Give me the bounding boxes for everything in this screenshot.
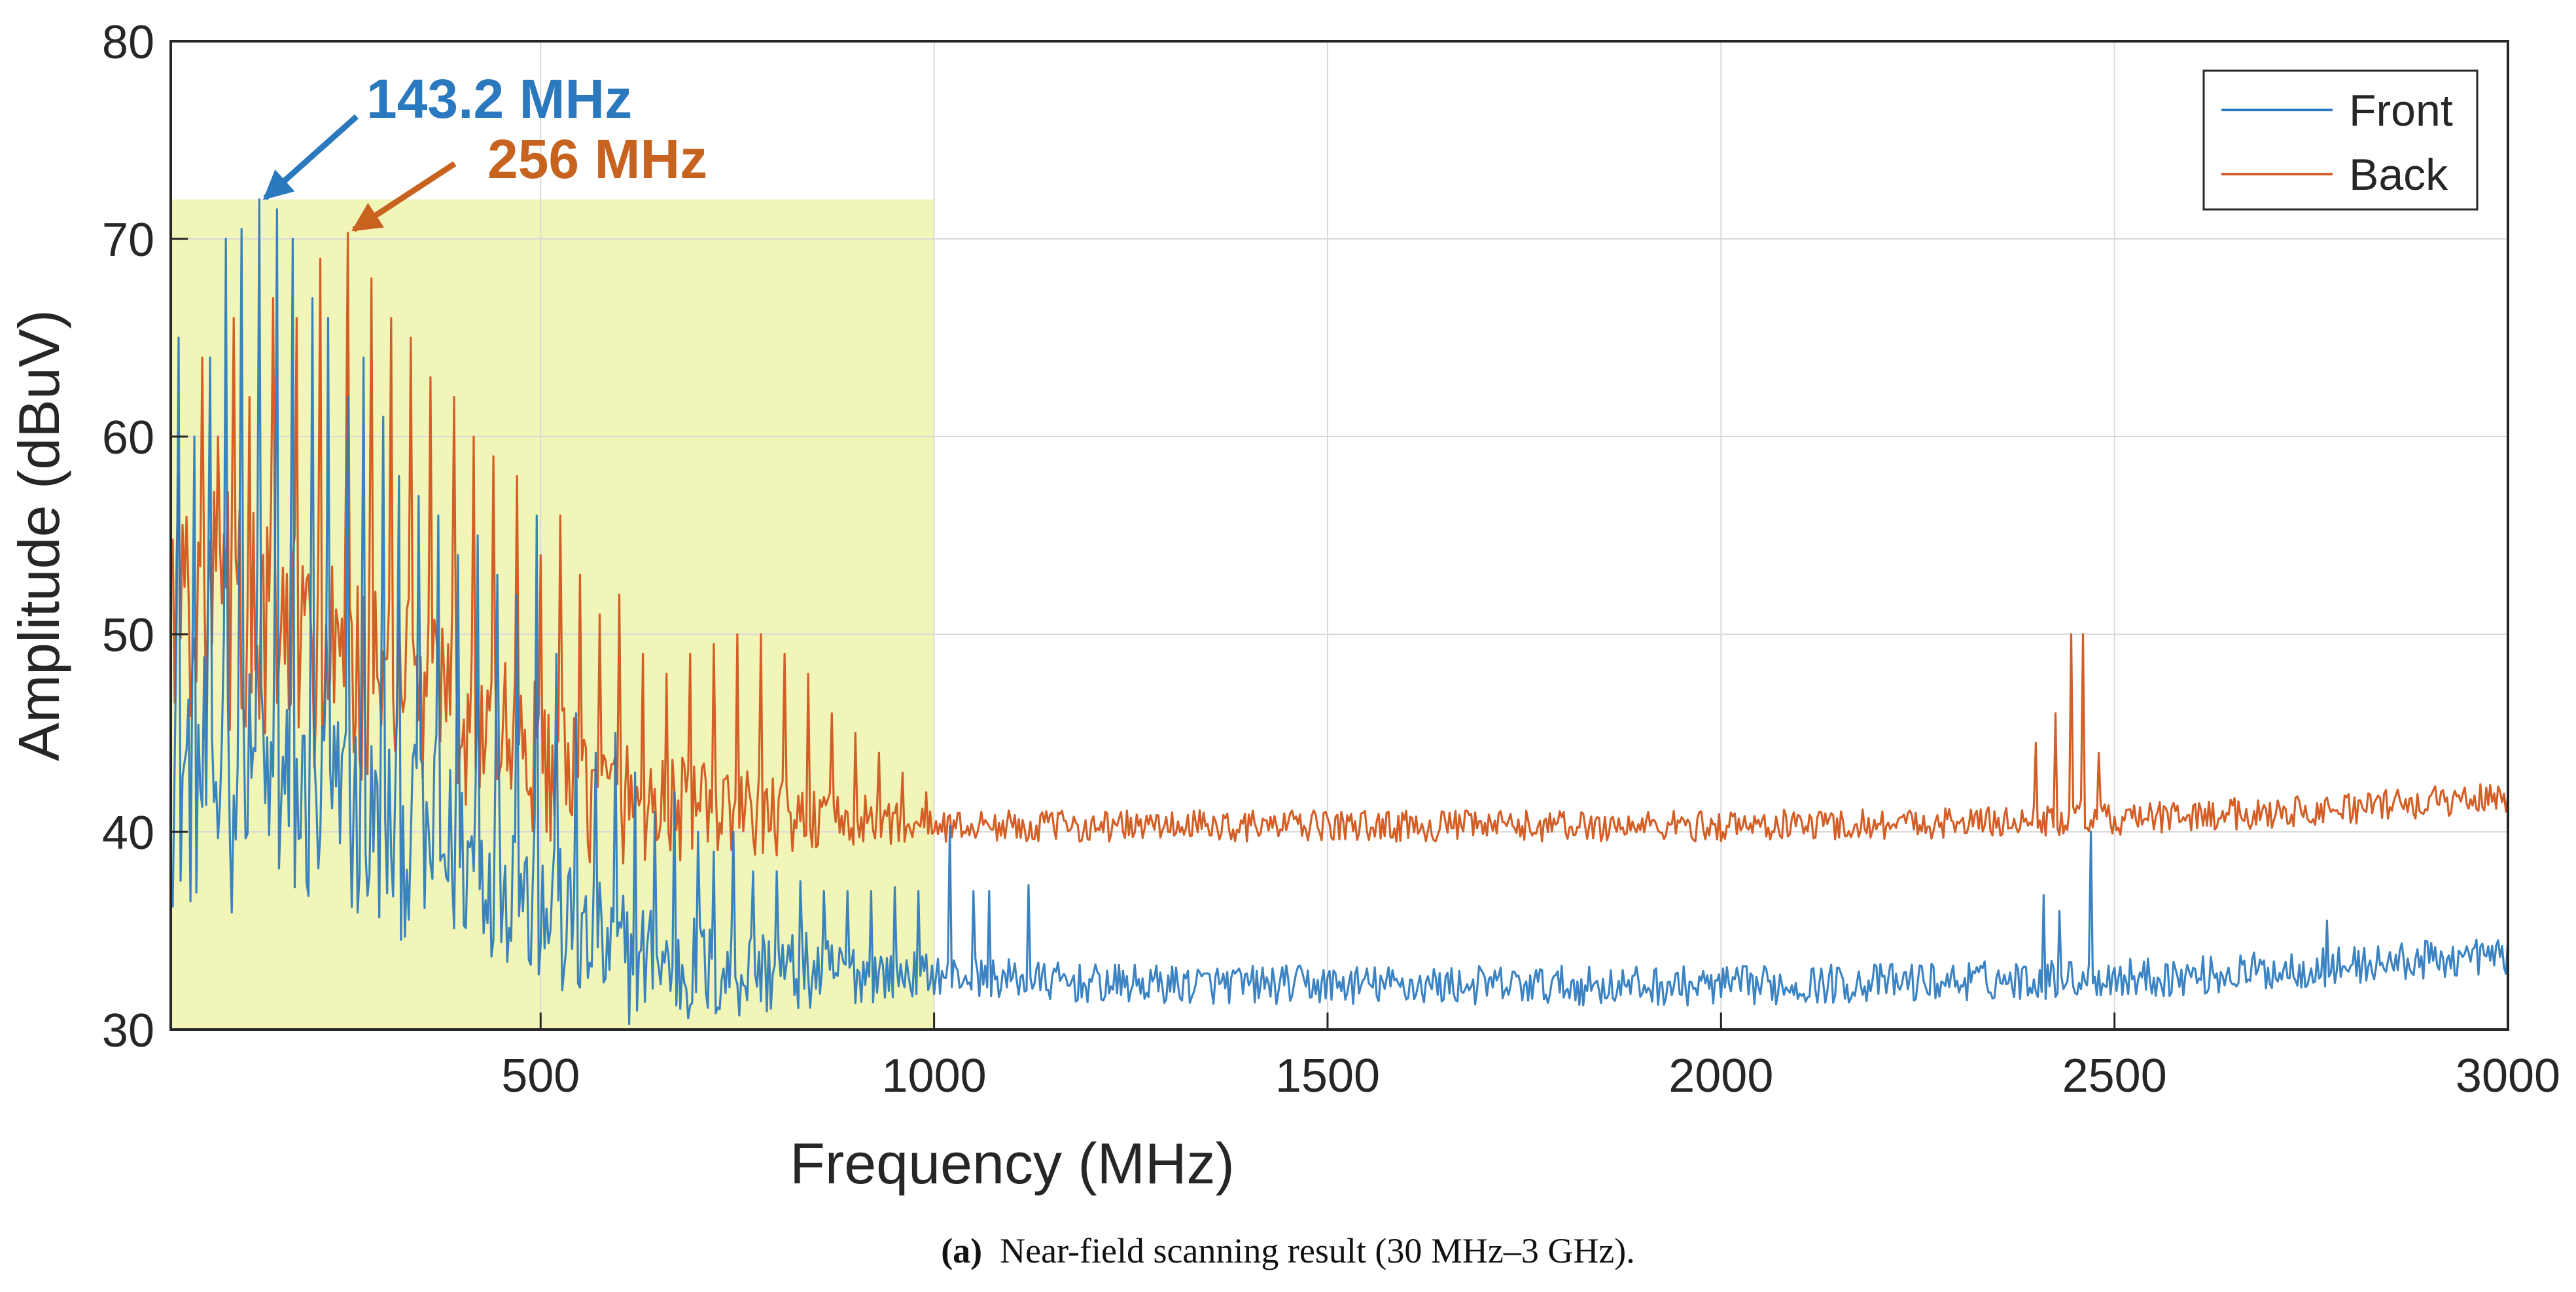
y-tick-label: 60 bbox=[102, 412, 154, 464]
y-tick-label: 80 bbox=[102, 16, 154, 69]
x-tick-label: 2000 bbox=[1668, 1050, 1773, 1102]
x-tick-label: 3000 bbox=[2456, 1050, 2560, 1102]
annotation-arrow bbox=[351, 161, 457, 232]
series-line-front bbox=[171, 198, 2508, 1026]
caption-label: (a) bbox=[941, 1231, 983, 1270]
x-tick-label: 1500 bbox=[1275, 1050, 1380, 1102]
figure-caption: (a) Near-field scanning result (30 MHz–3… bbox=[0, 1230, 2576, 1271]
y-tick-label: 50 bbox=[102, 609, 154, 662]
series-group bbox=[171, 198, 2508, 1026]
x-tick-label: 1000 bbox=[882, 1050, 987, 1102]
annotation-arrow bbox=[262, 114, 359, 200]
x-tick-label: 2500 bbox=[2062, 1050, 2167, 1102]
annotation-label: 143.2 MHz bbox=[366, 68, 632, 130]
x-axis-label: Frequency (MHz) bbox=[790, 1131, 1235, 1196]
legend-label-front: Front bbox=[2349, 86, 2453, 135]
y-axis-label: Amplitude (dBuV) bbox=[7, 310, 71, 761]
y-tick-label: 40 bbox=[102, 807, 154, 859]
legend-label-back: Back bbox=[2349, 150, 2448, 200]
x-tick-label: 500 bbox=[501, 1050, 580, 1102]
chart: 500 1000 1500 2000 2500 3000 30 40 50 60 70 80 143.… bbox=[7, 16, 2560, 1196]
annotation-label: 256 MHz bbox=[487, 128, 707, 190]
series-line-back bbox=[171, 232, 2508, 865]
legend: Front Back bbox=[2202, 69, 2479, 211]
plot-frame bbox=[169, 40, 2509, 1031]
y-tick-label: 70 bbox=[102, 214, 154, 266]
legend-box bbox=[2202, 69, 2479, 211]
ticks: 500 1000 1500 2000 2500 3000 30 40 50 60 70 80 bbox=[102, 16, 2560, 1102]
caption-text: Near-field scanning result (30 MHz–3 GHz… bbox=[1000, 1231, 1635, 1270]
y-tick-label: 30 bbox=[102, 1005, 154, 1057]
